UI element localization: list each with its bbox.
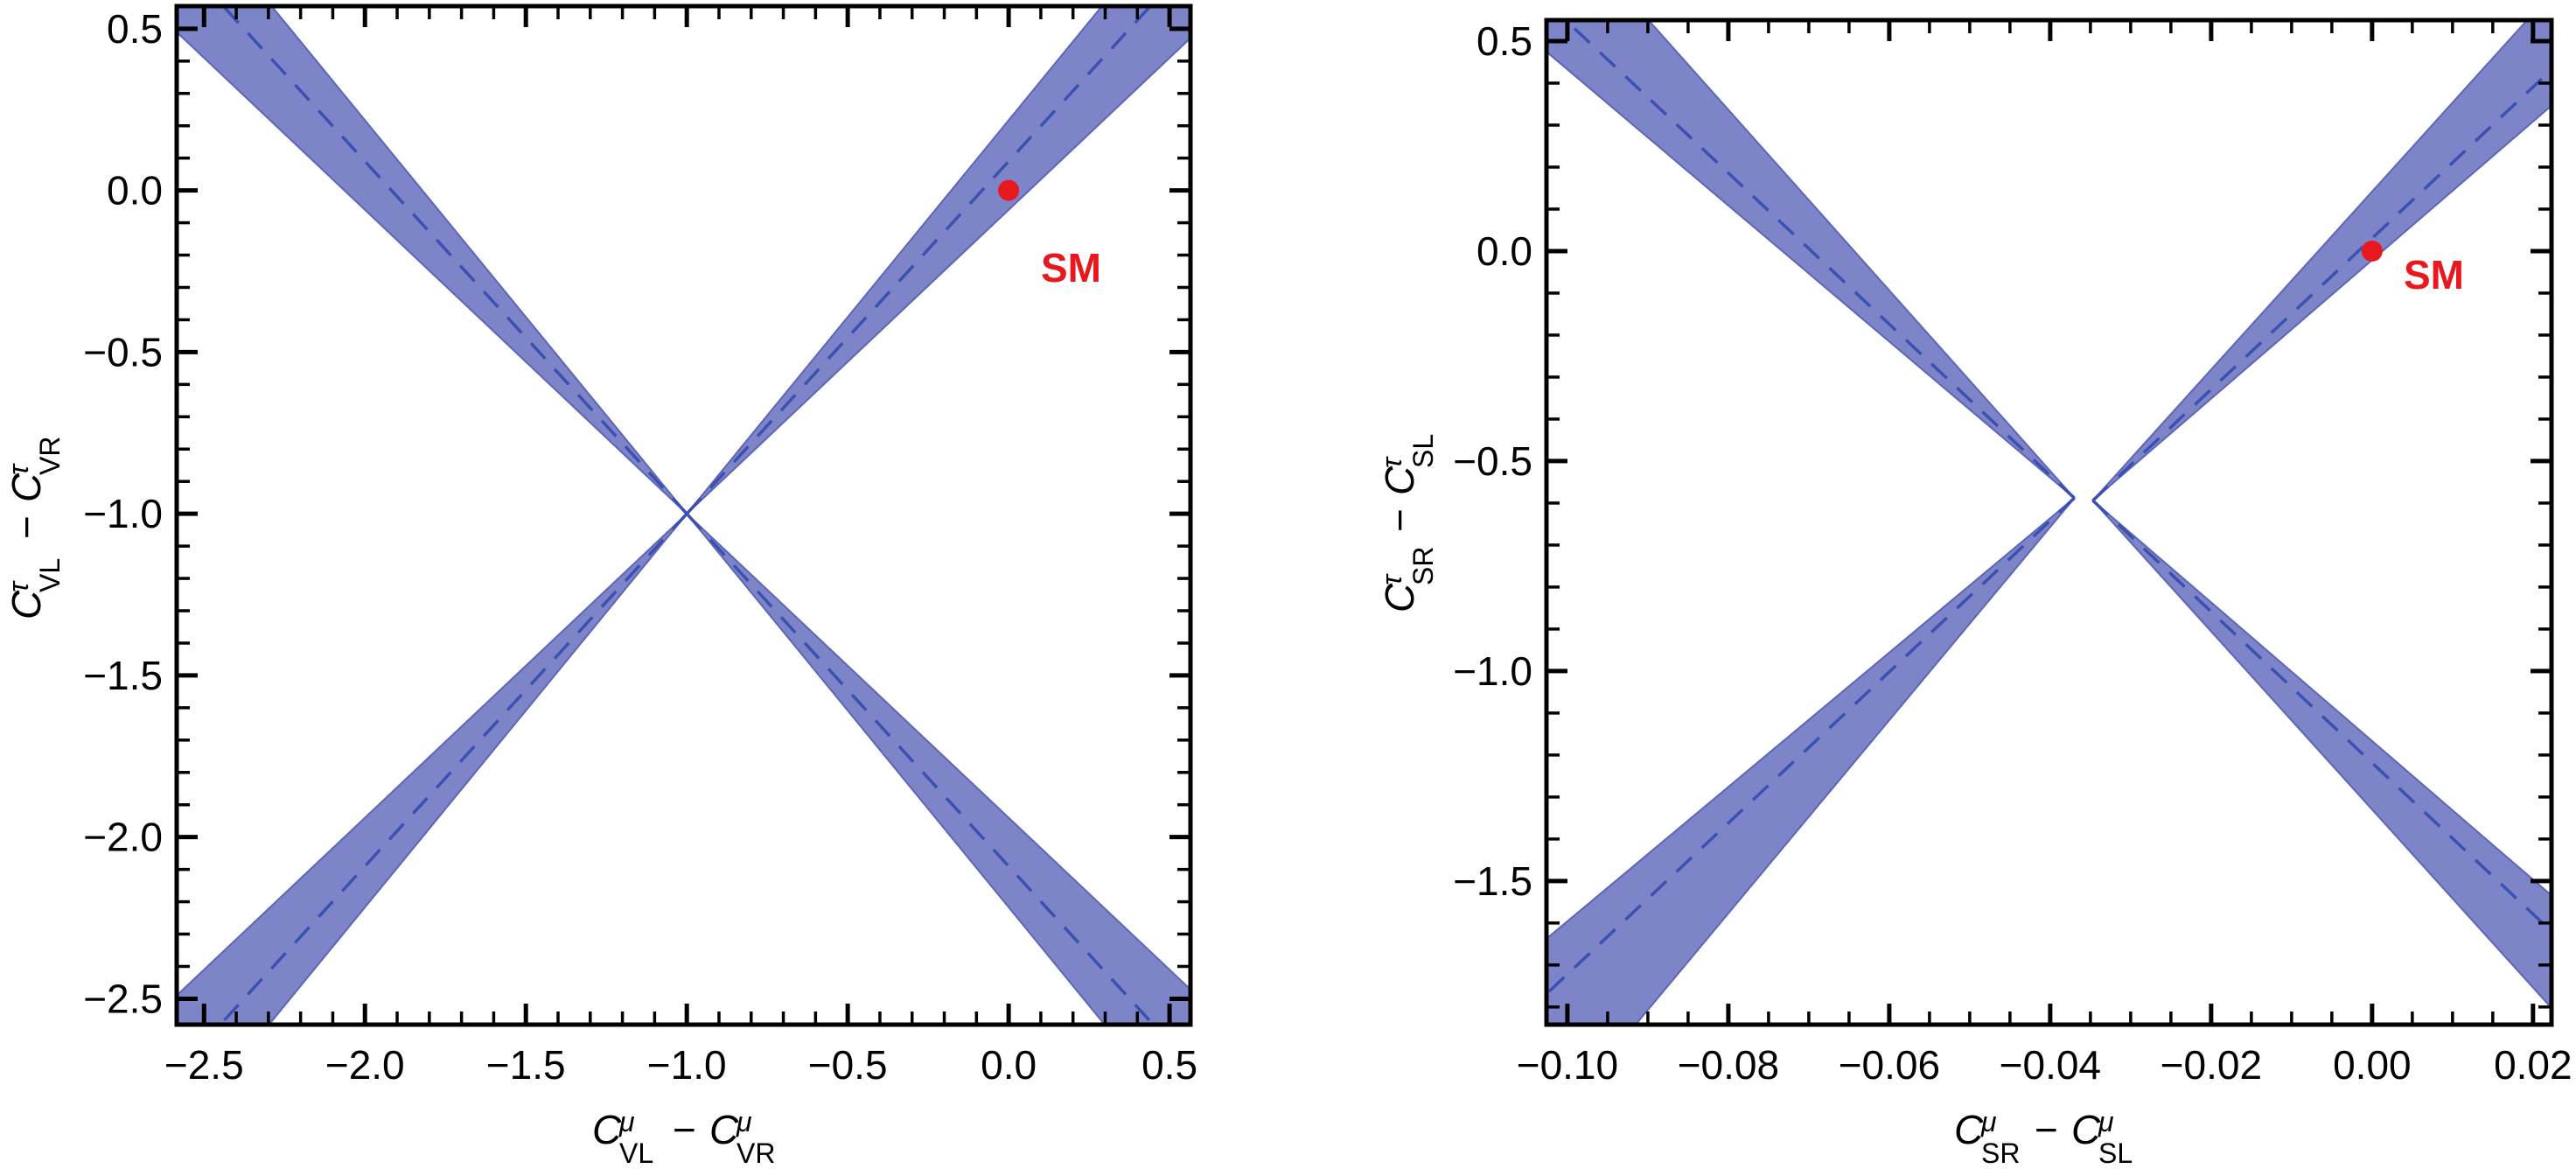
sm-point-marker (2361, 240, 2383, 262)
left-plot: −2.5 −2.0 −1.5 −1.0 −0.5 0.0 0.5 0.5 0.0 −0.5 −1.0… (3, 4, 1197, 1169)
axis-title-text: CτVL−CτVR (3, 437, 66, 620)
constraint-band-band-negative-slope-left (1546, 19, 2076, 500)
y-tick-label: 0.5 (1476, 18, 1532, 64)
x-tick-label: 0.5 (1141, 1042, 1197, 1088)
axis-ticks (178, 8, 1189, 1023)
band-center-dashed-line-band-negative-slope-left (221, 4, 688, 515)
x-axis-title: Cμ SR− Cμ SL (1954, 1106, 2133, 1169)
y-axis-title: CτSR−CτSL (1376, 434, 1439, 612)
sm-label: SM (1041, 245, 1101, 290)
band-center-dashed-line-band-positive-slope-left (1545, 496, 2076, 996)
y-axis-title: CτVL−CτVR (3, 437, 66, 620)
sm-point-marker (998, 179, 1020, 201)
x-tick-label: −2.0 (325, 1042, 405, 1088)
x-tick-label: 0.02 (2494, 1042, 2573, 1088)
x-tick-label: −2.5 (164, 1042, 244, 1088)
y-tick-label: −1.5 (1453, 858, 1532, 904)
constraint-band-band-positive-slope-right (686, 5, 1191, 515)
constraint-band-band-positive-slope-left (176, 513, 688, 1026)
tick-labels: −2.5 −2.0 −1.5 −1.0 −0.5 0.0 0.5 0.5 0.0 −0.5 −1.0… (83, 6, 1197, 1088)
x-tick-label: 0.00 (2333, 1042, 2412, 1088)
constraint-bands (1546, 19, 2552, 1026)
y-tick-label: 0.0 (1476, 228, 1532, 274)
right-plot: −0.10 −0.08 −0.06 −0.04 −0.02 0.00 0.02 0.5 0.0 −… (1376, 18, 2573, 1169)
band-center-dashed-line-band-positive-slope-right (685, 4, 1152, 515)
x-tick-label: −0.5 (808, 1042, 888, 1088)
constraint-bands (176, 5, 1191, 1026)
x-tick-label: −0.10 (1517, 1042, 1618, 1088)
y-tick-label: −1.0 (1453, 648, 1532, 694)
constraint-band-band-positive-slope-right (2091, 19, 2552, 501)
band-center-dashed-line-band-negative-slope-left (1564, 18, 2076, 500)
axis-title-text: Cμ VL− Cμ VR (592, 1106, 775, 1169)
tick-labels: −0.10 −0.08 −0.06 −0.04 −0.02 0.00 0.02 0.5 0.0 −… (1453, 18, 2572, 1088)
plot-frame (174, 4, 1193, 1027)
y-tick-label: −1.0 (83, 491, 163, 536)
x-tick-label: 0.0 (981, 1042, 1037, 1088)
axis-ticks (1548, 22, 2550, 1023)
band-center-lines (1545, 18, 2553, 996)
y-tick-label: −2.5 (83, 976, 163, 1021)
constraint-band-band-negative-slope-right (2091, 500, 2552, 1009)
axis-title-text: Cμ SR− Cμ SL (1954, 1106, 2133, 1169)
band-center-lines (219, 4, 1155, 1026)
constraint-band-band-negative-slope-left (176, 5, 688, 515)
x-axis-title: Cμ VL− Cμ VR (592, 1106, 775, 1169)
band-center-dashed-line-band-negative-slope-right (685, 512, 1155, 1026)
y-tick-label: −1.5 (83, 653, 163, 698)
x-tick-label: −1.0 (647, 1042, 727, 1088)
plot-frame (1544, 18, 2554, 1027)
x-tick-label: −0.08 (1678, 1042, 1779, 1088)
sm-label: SM (2404, 252, 2464, 298)
band-center-dashed-line-band-positive-slope-left (219, 512, 688, 1026)
y-tick-label: −2.0 (83, 815, 163, 860)
x-tick-label: −1.5 (486, 1042, 566, 1088)
axis-title-text: CτSR−CτSL (1376, 434, 1439, 612)
y-tick-label: 0.5 (107, 6, 163, 52)
y-tick-label: 0.0 (107, 168, 163, 214)
x-tick-label: −0.02 (2161, 1042, 2262, 1088)
y-tick-label: −0.5 (83, 329, 163, 374)
x-tick-label: −0.04 (2000, 1042, 2101, 1088)
x-tick-label: −0.06 (1839, 1042, 1940, 1088)
constraint-band-band-negative-slope-right (686, 513, 1191, 1026)
constraint-band-band-positive-slope-left (1546, 497, 2076, 1026)
y-tick-label: −0.5 (1453, 438, 1532, 484)
